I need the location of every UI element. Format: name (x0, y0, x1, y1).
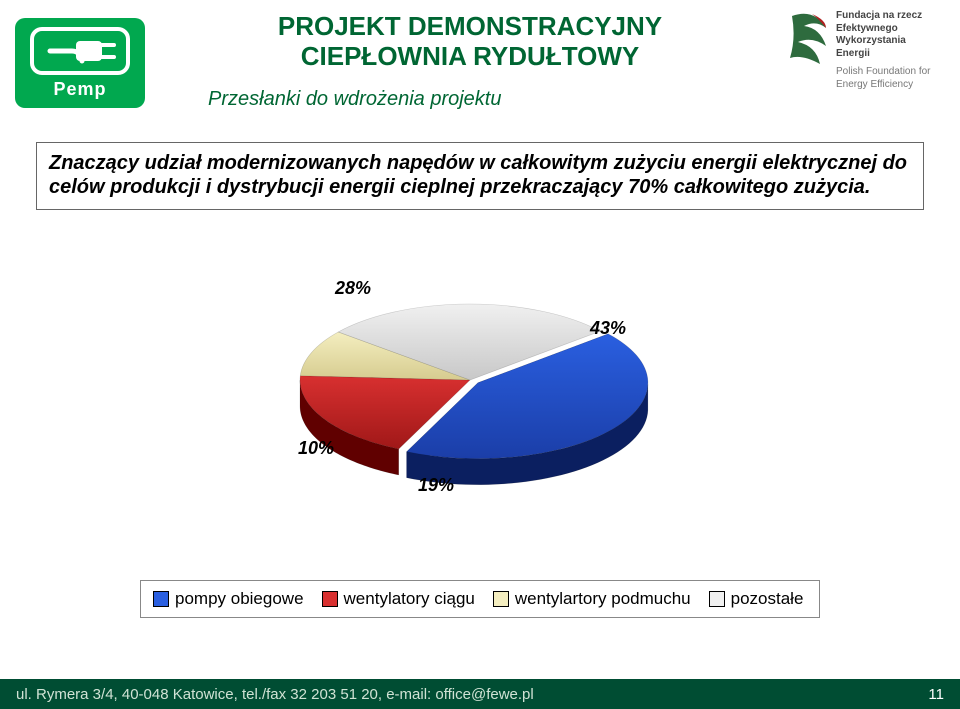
plug-icon (30, 27, 130, 75)
title-line-2: CIEPŁOWNIA RYDUŁTOWY (301, 41, 639, 71)
fewe-text-pl: Fundacja na rzecz Efektywnego Wykorzysta… (836, 10, 942, 60)
legend-label-0: pompy obiegowe (175, 589, 304, 609)
legend-swatch-0 (153, 591, 169, 607)
legend-swatch-3 (709, 591, 725, 607)
pct-label-1: 19% (418, 475, 454, 496)
pie-chart: 43% 19% 10% 28% (190, 260, 750, 570)
legend-label-3: pozostałe (731, 589, 804, 609)
pemp-logo: Pemp (15, 18, 145, 108)
fewe-logo: Fundacja na rzecz Efektywnego Wykorzysta… (782, 10, 942, 91)
legend-swatch-2 (493, 591, 509, 607)
pct-label-3: 28% (335, 278, 371, 299)
title-line-1: PROJEKT DEMONSTRACYJNY (278, 11, 662, 41)
legend-item-3: pozostałe (709, 589, 804, 609)
fewe-icon (782, 10, 830, 68)
footer-bar: ul. Rymera 3/4, 40-048 Katowice, tel./fa… (0, 679, 960, 709)
pie-holder: 43% 19% 10% 28% (190, 260, 750, 520)
pie-svg (190, 260, 750, 520)
pct-label-2: 10% (298, 438, 334, 459)
legend-swatch-1 (322, 591, 338, 607)
page-number: 11 (928, 686, 944, 703)
page-subtitle: Przesłanki do wdrożenia projektu (200, 88, 740, 111)
legend-label-1: wentylatory ciągu (344, 589, 475, 609)
slide: Pemp PROJEKT DEMONSTRACYJNY CIEPŁOWNIA R… (0, 0, 960, 709)
legend-label-2: wentylartory podmuchu (515, 589, 691, 609)
title-block: PROJEKT DEMONSTRACYJNY CIEPŁOWNIA RYDUŁT… (200, 12, 740, 111)
legend-item-2: wentylartory podmuchu (493, 589, 691, 609)
pct-label-0: 43% (590, 318, 626, 339)
page-title: PROJEKT DEMONSTRACYJNY CIEPŁOWNIA RYDUŁT… (200, 12, 740, 72)
description-box: Znaczący udział modernizowanych napędów … (36, 142, 924, 210)
pemp-logo-label: Pemp (53, 79, 106, 100)
legend-item-0: pompy obiegowe (153, 589, 304, 609)
fewe-text-en: Polish Foundation for Energy Efficiency (836, 66, 942, 91)
chart-legend: pompy obiegowe wentylatory ciągu wentyla… (140, 580, 820, 618)
footer-text: ul. Rymera 3/4, 40-048 Katowice, tel./fa… (16, 686, 534, 703)
fewe-text: Fundacja na rzecz Efektywnego Wykorzysta… (836, 10, 942, 91)
legend-item-1: wentylatory ciągu (322, 589, 475, 609)
